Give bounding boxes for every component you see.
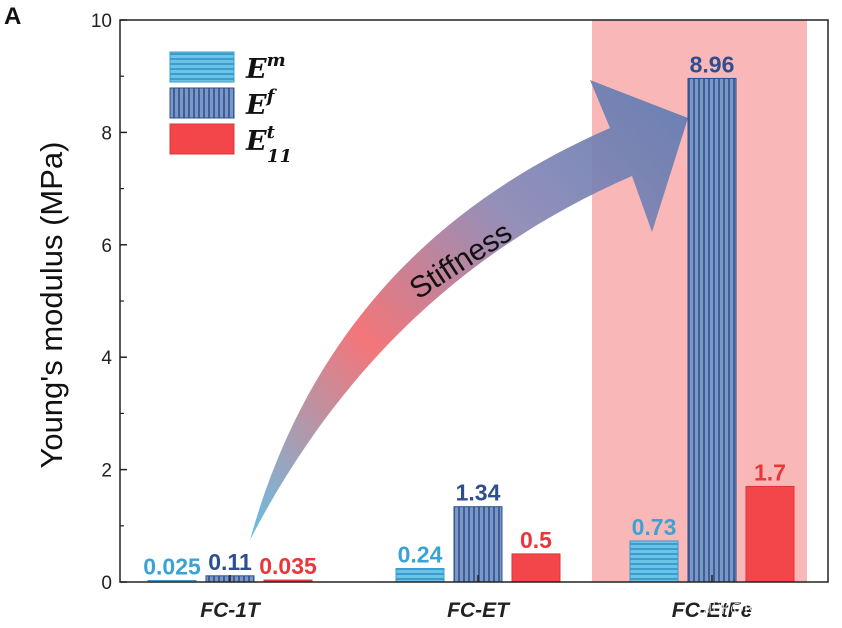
stiffness-arrow xyxy=(250,80,688,540)
legend-swatch-3 xyxy=(169,123,235,155)
bar-fc-et-series-1 xyxy=(395,568,445,583)
bar-fc-et-series-3 xyxy=(511,553,561,583)
legend-swatch-1 xyxy=(169,51,235,83)
data-label-fc-1t-series-3: 0.035 xyxy=(259,553,317,579)
legend-swatch-2 xyxy=(169,87,235,119)
watermark-text: 知乎@Reze杰林二三 xyxy=(702,600,834,617)
data-label-fc-et-series-3: 0.5 xyxy=(520,527,552,553)
data-label-fc-et-series-1: 0.24 xyxy=(398,542,443,568)
data-label-fc-et-series-2: 1.34 xyxy=(456,480,501,506)
data-label-fc-1t-series-1: 0.025 xyxy=(143,554,201,580)
y-tick-label: 0 xyxy=(101,573,112,594)
y-tick-label: 2 xyxy=(101,461,112,482)
y-tick-label: 6 xyxy=(101,236,112,257)
data-label-fc-etfe-series-3: 1.7 xyxy=(754,459,786,485)
y-tick-label: 10 xyxy=(91,11,112,32)
bar-fc-et-series-2 xyxy=(453,506,503,583)
legend-entry-2: Ef xyxy=(245,86,278,121)
data-label-fc-1t-series-2: 0.11 xyxy=(208,549,252,575)
x-tick-label: FC-EtFe xyxy=(672,599,753,622)
legend-entry-1: Em xyxy=(245,50,286,85)
data-label-fc-etfe-series-2: 8.96 xyxy=(690,51,735,77)
y-tick-label: 4 xyxy=(101,348,112,369)
data-label-fc-etfe-series-1: 0.73 xyxy=(632,514,677,540)
y-axis-label: Young's modulus (MPa) xyxy=(34,142,69,469)
bar-fc-etfe-series-2 xyxy=(687,77,737,583)
y-tick-label: 8 xyxy=(101,123,112,144)
bar-fc-etfe-series-3 xyxy=(745,485,795,583)
bar-fc-etfe-series-1 xyxy=(629,540,679,583)
legend-entry-3: Et 11 xyxy=(245,122,292,167)
x-tick-label: FC-1T xyxy=(200,599,262,622)
x-tick-label: FC-ET xyxy=(447,599,511,622)
panel-letter: A xyxy=(4,3,21,30)
